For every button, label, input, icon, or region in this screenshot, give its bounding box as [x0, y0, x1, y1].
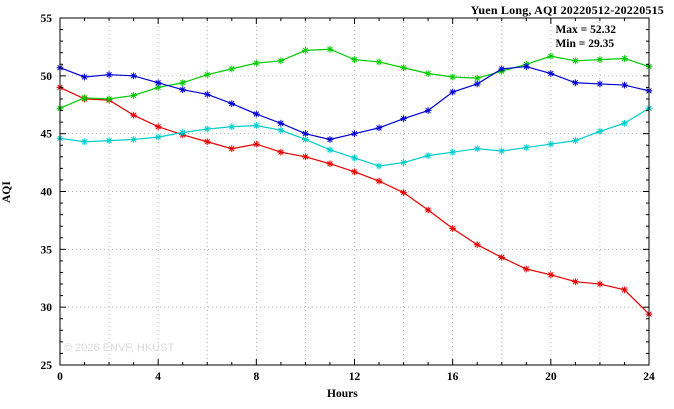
x-axis-label: Hours: [327, 388, 358, 400]
watermark: © 2026 ENVF, HKUST: [64, 342, 175, 354]
svg-text:12: 12: [349, 371, 361, 383]
svg-text:45: 45: [41, 129, 53, 141]
max-annotation: Max = 52.32: [555, 24, 616, 36]
svg-text:24: 24: [643, 371, 655, 383]
min-annotation: Min = 29.35: [555, 38, 615, 50]
chart-title: Yuen Long, AQI 20220512-20220515: [470, 3, 664, 17]
svg-text:35: 35: [41, 244, 53, 256]
svg-text:40: 40: [41, 187, 53, 199]
svg-text:0: 0: [57, 371, 63, 383]
svg-text:30: 30: [41, 302, 53, 314]
svg-text:55: 55: [41, 13, 53, 25]
svg-text:50: 50: [41, 71, 53, 83]
svg-text:16: 16: [447, 371, 459, 383]
y-axis-label: AQI: [1, 181, 13, 203]
svg-text:4: 4: [155, 371, 161, 383]
svg-text:8: 8: [253, 371, 259, 383]
max-min-annotation: Max = 52.32 Min = 29.35: [555, 23, 616, 51]
svg-text:25: 25: [41, 360, 53, 372]
svg-text:20: 20: [545, 371, 557, 383]
